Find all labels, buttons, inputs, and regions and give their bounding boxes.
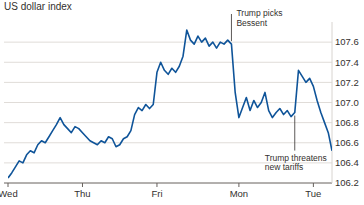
annotation-leader [231, 14, 232, 41]
x-tick [238, 183, 239, 187]
y-axis-line [332, 22, 333, 183]
grid-line [4, 42, 332, 43]
grid-line [4, 142, 332, 143]
annotation-line: Trump picks [236, 8, 282, 18]
annotation-line: new tariffs [265, 162, 304, 172]
y-tick-label: 106.2 [335, 177, 359, 188]
x-tick-label: Thu [74, 188, 90, 199]
grid-line [4, 82, 332, 83]
annotation: Trump picksBessent [236, 8, 282, 28]
y-tick-label: 107.2 [335, 77, 359, 88]
title: US dollar index [4, 1, 72, 12]
annotation-line: Trump threatens [265, 153, 327, 163]
grid-line [4, 102, 332, 103]
grid-line [4, 62, 332, 63]
grid-line [4, 183, 332, 184]
y-tick-label: 107.0 [335, 97, 359, 108]
y-tick-label: 106.6 [335, 137, 359, 148]
y-tick-label: 106.8 [335, 117, 359, 128]
x-tick-label: Tue [305, 188, 321, 199]
grid-line [4, 122, 332, 123]
x-tick [82, 183, 83, 187]
x-tick-label: Fri [151, 188, 162, 199]
data-line [8, 30, 332, 178]
chart: US dollar index 106.2 106.4 106.6 106.8 107.0… [0, 0, 364, 205]
x-tick-label: Mon [230, 188, 248, 199]
x-tick [313, 183, 314, 187]
y-tick-label: 107.6 [335, 36, 359, 47]
annotation-line: Bessent [236, 18, 267, 28]
annotation-leader [294, 116, 295, 151]
y-tick-label: 106.4 [335, 157, 359, 168]
x-tick [8, 183, 9, 187]
annotation: Trump threatensnew tariffs [265, 153, 327, 173]
plot-area [8, 30, 332, 178]
x-tick-label: Wed [0, 188, 18, 199]
x-tick [156, 183, 157, 187]
y-tick-label: 107.4 [335, 57, 359, 68]
